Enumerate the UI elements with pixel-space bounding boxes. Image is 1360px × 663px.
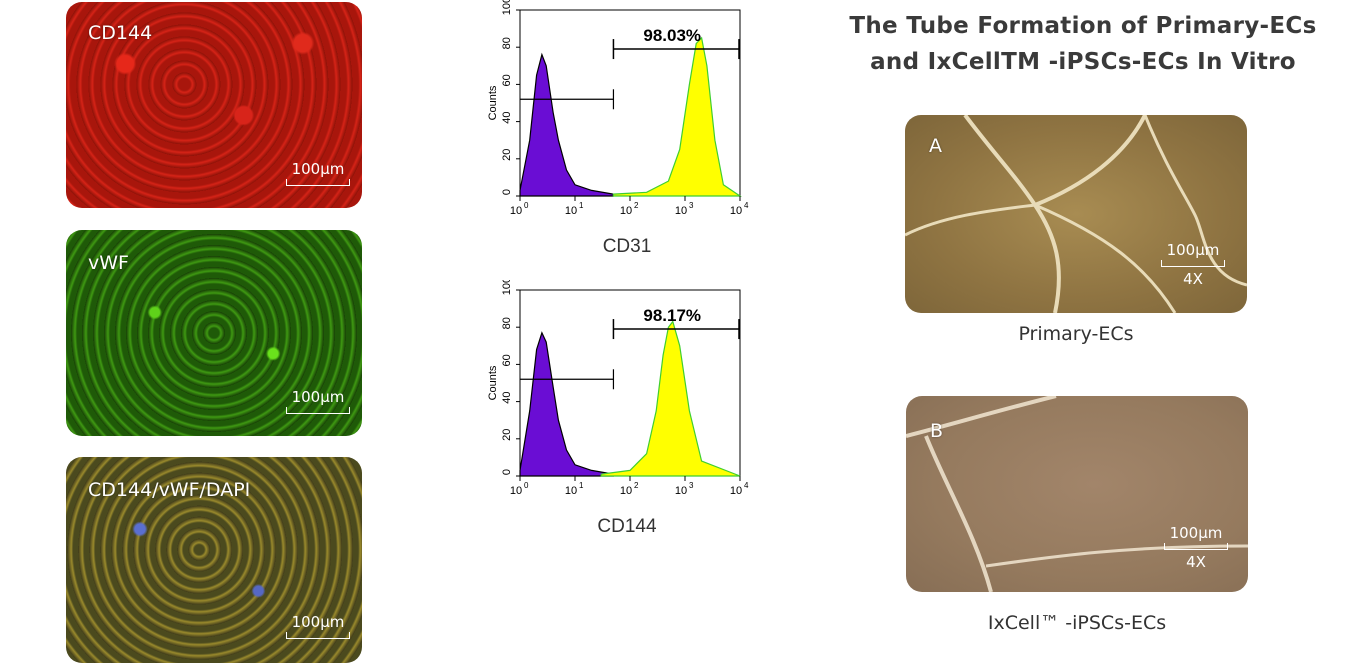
y-tick-label: 0 xyxy=(501,189,513,195)
x-tick-exponent: 1 xyxy=(579,481,584,490)
x-tick-label: 10 xyxy=(510,205,522,217)
x-tick-label: 10 xyxy=(730,485,742,497)
y-tick-label: 20 xyxy=(501,429,513,441)
tube-network xyxy=(906,396,1248,592)
marker-label: CD144 xyxy=(597,516,657,537)
y-tick-label: 100 xyxy=(501,280,513,295)
magnification-text: 4X xyxy=(1183,270,1203,288)
scale-bar: 100μm xyxy=(286,388,350,414)
x-tick-label: 10 xyxy=(620,205,632,217)
y-tick-label: 20 xyxy=(501,149,513,161)
scale-text: 100μm xyxy=(1169,524,1223,542)
x-tick-exponent: 0 xyxy=(524,201,529,210)
y-tick-label: 60 xyxy=(501,74,513,86)
x-tick-exponent: 4 xyxy=(744,481,749,490)
marker-label: CD31 xyxy=(603,236,652,257)
scale-text: 100μm xyxy=(291,160,345,178)
tube-image-a: A 100μm 4X xyxy=(905,115,1247,313)
y-tick-label: 60 xyxy=(501,354,513,366)
tube-caption: IxCell™ -iPSCs-ECs xyxy=(987,612,1167,634)
magnification-text: 4X xyxy=(1186,553,1206,571)
figure-title-line2: and IxCellTM -iPSCs-ECs In Vitro xyxy=(870,49,1296,75)
x-tick-label: 10 xyxy=(675,485,687,497)
scale-bar: 100μm xyxy=(286,160,350,186)
if-image-merge: CD144/vWF/DAPI 100μm xyxy=(66,457,362,663)
x-tick-label: 10 xyxy=(620,485,632,497)
y-tick-label: 40 xyxy=(501,111,513,123)
histogram-series-negative xyxy=(519,52,614,197)
tube-network xyxy=(905,115,1247,313)
x-tick-label: 10 xyxy=(675,205,687,217)
x-tick-exponent: 3 xyxy=(689,481,694,490)
x-tick-exponent: 3 xyxy=(689,201,694,210)
histogram-series-positive xyxy=(600,320,741,477)
x-tick-label: 10 xyxy=(730,205,742,217)
y-tick-label: 0 xyxy=(501,469,513,475)
gate-percentage: 98.03% xyxy=(643,26,701,45)
histogram-series-positive xyxy=(612,36,742,197)
scale-text: 100μm xyxy=(291,613,345,631)
y-tick-label: 80 xyxy=(501,37,513,49)
x-tick-label: 10 xyxy=(565,485,577,497)
scale-bar: 100μm xyxy=(286,613,350,639)
x-tick-exponent: 2 xyxy=(634,481,639,490)
histogram-series-negative xyxy=(519,331,614,477)
tube-image-b: B 100μm 4X xyxy=(906,396,1248,592)
scale-text: 100μm xyxy=(1166,241,1220,259)
y-tick-label: 40 xyxy=(501,391,513,403)
y-tick-label: 80 xyxy=(501,317,513,329)
y-axis-label: Counts xyxy=(487,365,499,400)
x-tick-label: 10 xyxy=(510,485,522,497)
scale-text: 100μm xyxy=(291,388,345,406)
x-tick-exponent: 2 xyxy=(634,201,639,210)
scale-bar: 100μm 4X xyxy=(1164,524,1228,571)
tube-caption: Primary-ECs xyxy=(1018,323,1134,345)
x-tick-exponent: 0 xyxy=(524,481,529,490)
if-label: vWF xyxy=(88,252,129,274)
scale-bar: 100μm 4X xyxy=(1161,241,1225,288)
panel-letter: B xyxy=(930,420,944,442)
if-image-cd144: CD144 100μm xyxy=(66,2,362,208)
figure-title: The Tube Formation of Primary-ECs and Ix… xyxy=(840,8,1326,80)
y-tick-label: 100 xyxy=(501,0,513,15)
panel-letter: A xyxy=(929,135,942,157)
if-label: CD144 xyxy=(88,22,153,44)
if-label: CD144/vWF/DAPI xyxy=(88,479,251,501)
x-tick-label: 10 xyxy=(565,205,577,217)
gate-percentage: 98.17% xyxy=(643,306,701,325)
x-tick-exponent: 4 xyxy=(744,201,749,210)
if-image-vwf: vWF 100μm xyxy=(66,230,362,436)
x-tick-exponent: 1 xyxy=(579,201,584,210)
figure-title-line1: The Tube Formation of Primary-ECs xyxy=(849,13,1317,39)
y-axis-label: Counts xyxy=(487,85,499,120)
